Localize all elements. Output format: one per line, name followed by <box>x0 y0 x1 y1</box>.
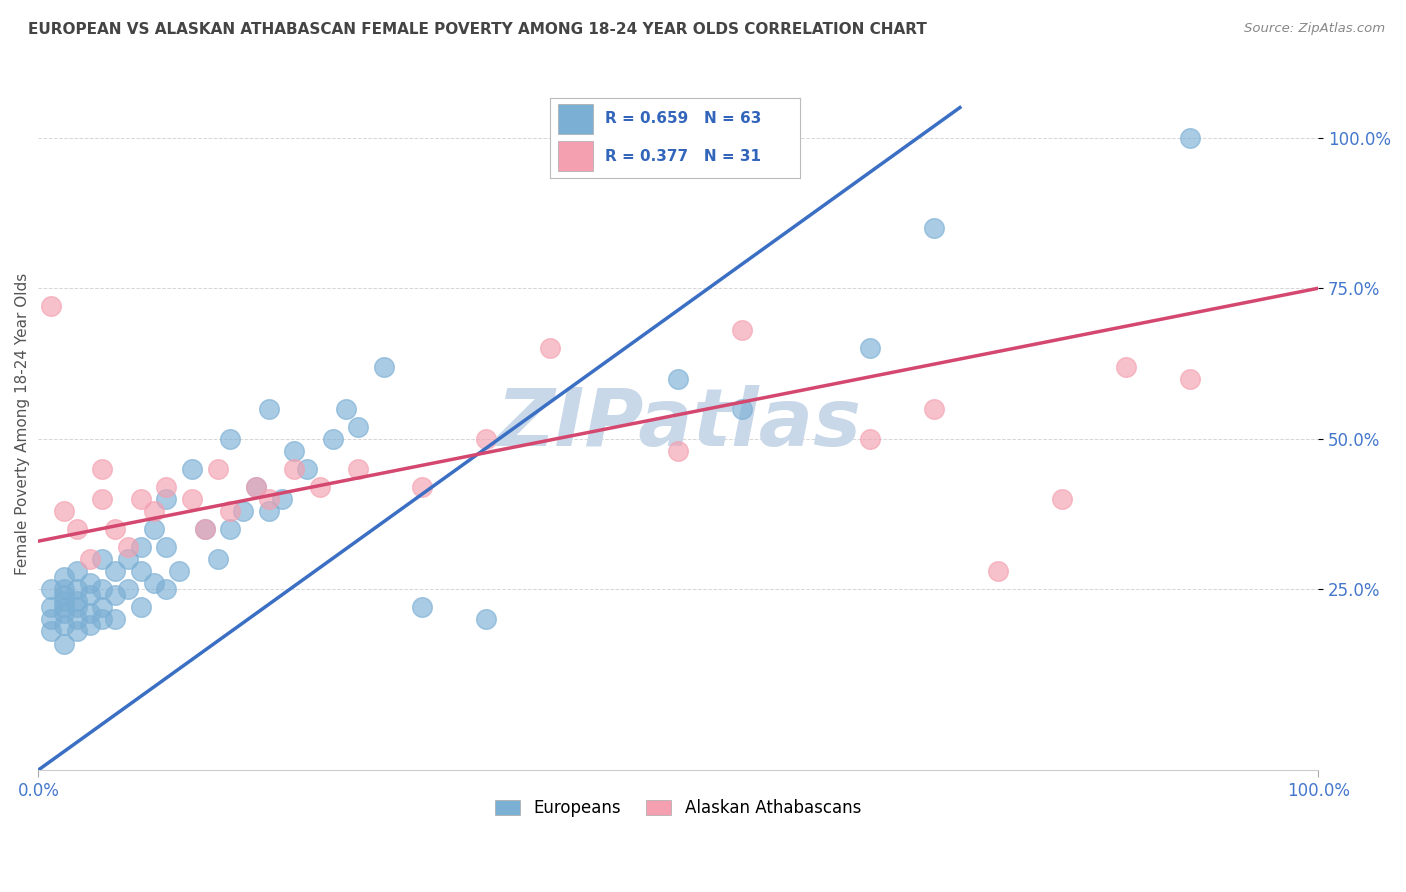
Point <box>219 432 242 446</box>
Point <box>79 588 101 602</box>
Point <box>79 576 101 591</box>
Point <box>79 618 101 632</box>
Point <box>39 582 62 597</box>
Point <box>52 618 75 632</box>
Point <box>66 594 89 608</box>
Point <box>155 480 177 494</box>
Point <box>91 600 114 615</box>
Point <box>245 480 267 494</box>
Point <box>66 612 89 626</box>
Point <box>155 540 177 554</box>
Point <box>924 221 946 235</box>
Point <box>167 564 190 578</box>
Point <box>538 342 561 356</box>
Point <box>117 582 139 597</box>
Point <box>91 491 114 506</box>
Point <box>987 564 1010 578</box>
Point <box>52 636 75 650</box>
Point <box>257 504 280 518</box>
Point <box>666 371 689 385</box>
Point <box>155 582 177 597</box>
Point <box>142 576 165 591</box>
Point <box>347 462 370 476</box>
Point <box>181 462 204 476</box>
Point <box>335 401 357 416</box>
Point <box>66 522 89 536</box>
Point <box>79 552 101 566</box>
Point <box>859 432 882 446</box>
Point <box>219 522 242 536</box>
Point <box>194 522 217 536</box>
Point <box>104 522 127 536</box>
Point <box>283 462 305 476</box>
Point <box>309 480 332 494</box>
Point <box>731 323 754 337</box>
Point <box>39 299 62 313</box>
Point <box>411 480 433 494</box>
Point <box>117 552 139 566</box>
Text: Source: ZipAtlas.com: Source: ZipAtlas.com <box>1244 22 1385 36</box>
Point <box>79 607 101 621</box>
Point <box>257 491 280 506</box>
Point <box>207 462 229 476</box>
Point <box>245 480 267 494</box>
Point <box>1180 130 1202 145</box>
Point <box>129 491 152 506</box>
Point <box>475 612 498 626</box>
Point <box>322 432 344 446</box>
Point <box>129 540 152 554</box>
Point <box>66 600 89 615</box>
Point <box>1115 359 1137 374</box>
Point <box>66 564 89 578</box>
Point <box>859 342 882 356</box>
Point <box>91 612 114 626</box>
Point <box>39 624 62 639</box>
Point <box>666 443 689 458</box>
Point <box>129 600 152 615</box>
Point <box>52 582 75 597</box>
Point <box>194 522 217 536</box>
Point <box>52 504 75 518</box>
Point <box>39 612 62 626</box>
Point <box>731 401 754 416</box>
Point <box>52 588 75 602</box>
Point <box>373 359 395 374</box>
Point <box>207 552 229 566</box>
Point <box>91 582 114 597</box>
Point <box>91 552 114 566</box>
Point <box>104 588 127 602</box>
Point <box>283 443 305 458</box>
Point <box>1052 491 1074 506</box>
Point <box>270 491 292 506</box>
Point <box>257 401 280 416</box>
Point <box>475 432 498 446</box>
Text: EUROPEAN VS ALASKAN ATHABASCAN FEMALE POVERTY AMONG 18-24 YEAR OLDS CORRELATION : EUROPEAN VS ALASKAN ATHABASCAN FEMALE PO… <box>28 22 927 37</box>
Point <box>411 600 433 615</box>
Point <box>129 564 152 578</box>
Point <box>39 600 62 615</box>
Point <box>52 594 75 608</box>
Point <box>117 540 139 554</box>
Point <box>52 570 75 584</box>
Legend: Europeans, Alaskan Athabascans: Europeans, Alaskan Athabascans <box>489 793 868 824</box>
Point <box>142 504 165 518</box>
Point <box>104 612 127 626</box>
Point <box>66 624 89 639</box>
Point <box>181 491 204 506</box>
Point <box>155 491 177 506</box>
Point <box>232 504 254 518</box>
Point <box>219 504 242 518</box>
Point <box>295 462 318 476</box>
Y-axis label: Female Poverty Among 18-24 Year Olds: Female Poverty Among 18-24 Year Olds <box>15 273 30 574</box>
Point <box>52 600 75 615</box>
Point <box>91 462 114 476</box>
Point <box>142 522 165 536</box>
Point <box>924 401 946 416</box>
Point <box>66 582 89 597</box>
Point <box>104 564 127 578</box>
Text: ZIPatlas: ZIPatlas <box>496 384 860 463</box>
Point <box>347 419 370 434</box>
Point <box>52 607 75 621</box>
Point <box>1180 371 1202 385</box>
